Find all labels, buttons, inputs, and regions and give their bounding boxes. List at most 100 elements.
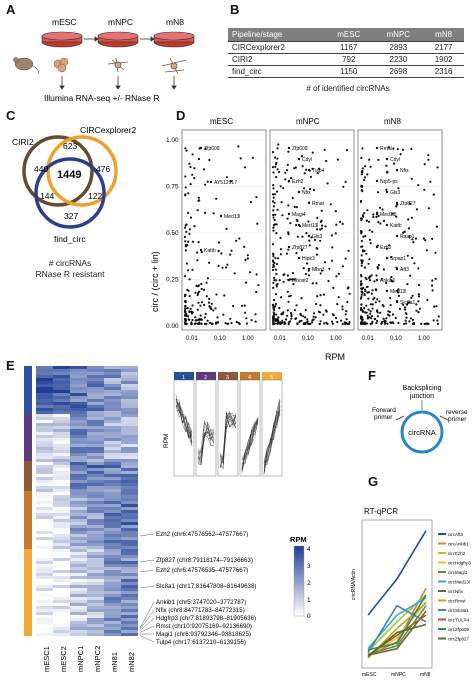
gene-label: Hdgfrp3 (chr7:81893798–81905636) xyxy=(156,615,256,622)
heatmap-cell xyxy=(36,480,53,483)
heatmap-cell xyxy=(87,540,104,543)
venn-set-label: CIRCexplorer2 xyxy=(80,125,136,135)
heatmap-cell xyxy=(121,381,138,384)
heatmap-cell xyxy=(104,597,121,600)
heatmap-cell xyxy=(36,570,53,573)
scatter-point xyxy=(366,173,369,176)
scatter-point xyxy=(278,279,281,282)
scatter-point xyxy=(417,293,420,296)
scatter-point xyxy=(341,305,344,308)
heatmap-cell xyxy=(121,570,138,573)
scatter-point xyxy=(230,249,233,252)
cluster-header xyxy=(262,372,282,380)
heatmap-cell xyxy=(36,369,53,372)
heatmap-cell xyxy=(36,402,53,405)
heatmap-cell xyxy=(104,462,121,465)
heatmap-cell xyxy=(70,462,87,465)
heatmap-cell xyxy=(36,396,53,399)
scatter-point xyxy=(375,245,379,249)
scatter-point xyxy=(257,284,260,287)
heatmap-cell xyxy=(104,531,121,534)
scatter-point xyxy=(366,322,369,325)
scatter-point xyxy=(348,292,351,295)
scatter-point xyxy=(410,216,413,219)
heatmap-cell xyxy=(53,540,70,543)
scatter-point xyxy=(297,256,301,260)
heatmap-cell xyxy=(87,426,104,429)
scatter-gene-label: Med13l xyxy=(302,223,318,229)
heatmap-cell xyxy=(70,375,87,378)
heatmap-cell xyxy=(121,591,138,594)
scatter-point xyxy=(360,189,363,192)
cluster-segment xyxy=(24,461,32,491)
heatmap-cell xyxy=(70,390,87,393)
table-cell: 1902 xyxy=(423,53,464,66)
scatter-point xyxy=(337,296,340,299)
panel-letter-e: E xyxy=(6,358,15,373)
scatter-point xyxy=(334,316,338,320)
scatter-point xyxy=(203,211,206,214)
heatmap-cell xyxy=(70,534,87,537)
scatter-point xyxy=(408,202,411,205)
cluster-profile-line xyxy=(197,422,215,466)
heatmap-cell xyxy=(70,441,87,444)
heatmap-cell xyxy=(70,561,87,564)
scatter-point xyxy=(336,303,339,306)
scatter-point xyxy=(215,293,218,296)
heatmap-cell xyxy=(87,618,104,621)
scatter-point xyxy=(196,292,200,295)
cluster-profile-line xyxy=(175,403,193,433)
heatmap-cell xyxy=(70,453,87,456)
scatter-point xyxy=(363,293,366,296)
scatter-point xyxy=(271,166,275,169)
scatter-point xyxy=(325,310,328,313)
scatter-point xyxy=(276,318,279,321)
scatter-gene-label: Med13l xyxy=(390,289,406,295)
scatter-xtick: 1.00 xyxy=(242,336,254,342)
scatter-point xyxy=(320,219,323,222)
heatmap-cell xyxy=(121,450,138,453)
heatmap-cell xyxy=(53,534,70,537)
heatmap-cell xyxy=(36,465,53,468)
scatter-point xyxy=(316,228,319,231)
scatter-point xyxy=(272,317,275,321)
heatmap-cell xyxy=(70,501,87,504)
scatter-point xyxy=(306,262,309,265)
scatter-point xyxy=(212,309,215,312)
cluster-segment xyxy=(24,414,32,461)
dish-mn8 xyxy=(153,31,195,48)
scatter-point xyxy=(204,312,207,315)
heatmap-cell xyxy=(104,510,121,513)
heatmap-cell xyxy=(104,432,121,435)
heatmap-cell xyxy=(36,438,53,441)
scatter-point xyxy=(184,317,187,320)
scatter-point xyxy=(308,274,311,277)
scatter-point xyxy=(346,149,349,152)
scatter-point xyxy=(277,257,280,260)
heatmap-cell xyxy=(87,417,104,420)
heatmap-cell xyxy=(36,585,53,588)
heatmap-cell xyxy=(87,585,104,588)
heatmap-cell xyxy=(87,435,104,438)
heatmap-cell xyxy=(104,399,121,402)
heatmap-cell xyxy=(53,426,70,429)
heatmap-cell xyxy=(53,591,70,594)
heatmap-cell xyxy=(70,423,87,426)
heatmap-cell xyxy=(70,495,87,498)
scatter-point xyxy=(193,322,196,326)
heatmap-cell xyxy=(87,621,104,624)
heatmap-cell xyxy=(53,396,70,399)
scatter-gene-label: Zfp609 xyxy=(204,146,220,152)
scatter-point xyxy=(368,276,371,279)
heatmap-cell xyxy=(53,561,70,564)
heatmap-cell xyxy=(104,501,121,504)
heatmap-cell xyxy=(36,483,53,486)
heatmap-cell xyxy=(121,384,138,387)
heatmap-cell xyxy=(87,459,104,462)
heatmap-cell xyxy=(121,621,138,624)
scatter-point xyxy=(331,322,334,325)
legend-entry: circEzh2 xyxy=(448,551,466,556)
heatmap-cell xyxy=(121,498,138,501)
heatmap-cell xyxy=(87,447,104,450)
scatter-point xyxy=(323,148,326,151)
